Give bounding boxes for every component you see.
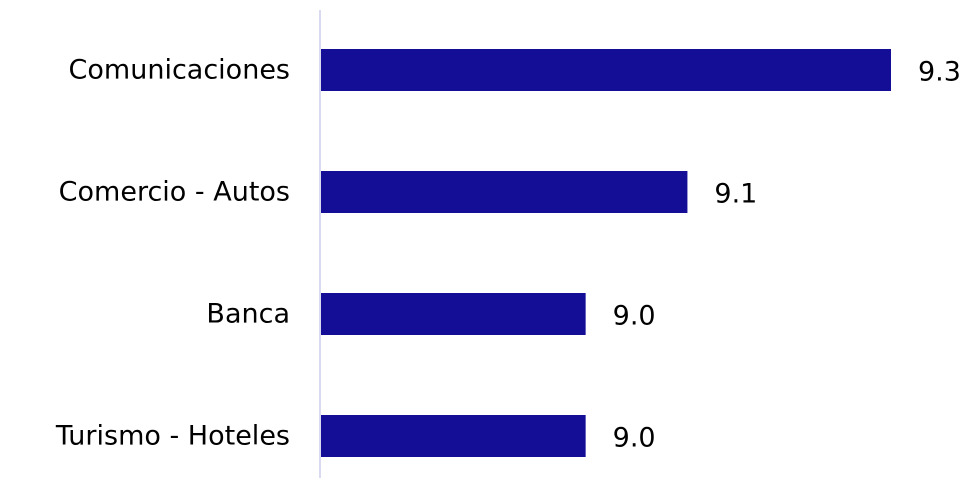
category-label: Turismo - Hoteles: [55, 421, 290, 452]
category-label: Banca: [206, 299, 290, 330]
bar-3: [321, 415, 586, 457]
category-label: Comercio - Autos: [59, 177, 290, 208]
category-label: Comunicaciones: [69, 55, 290, 86]
value-label: 9.0: [613, 301, 656, 332]
value-labels-group: 9.3 9.1 9.0 9.0: [613, 57, 961, 454]
value-label: 9.3: [918, 57, 961, 88]
category-labels-group: Comunicaciones Comercio - Autos Banca Turis…: [55, 55, 290, 452]
bar-0: [321, 49, 891, 91]
bar-1: [321, 171, 688, 213]
bar-2: [321, 293, 586, 335]
value-label: 9.0: [613, 423, 656, 454]
value-label: 9.1: [714, 179, 757, 210]
bars-group: [321, 49, 891, 457]
